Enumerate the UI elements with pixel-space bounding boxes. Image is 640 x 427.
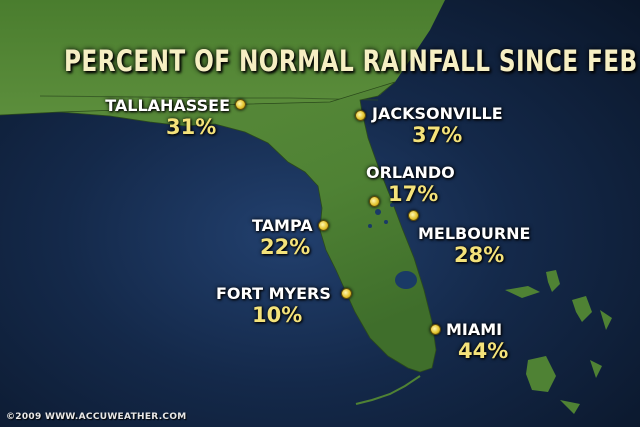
central-lake [384, 220, 388, 224]
bahamas-island [600, 310, 612, 330]
city-name: FORT MYERS [216, 284, 331, 303]
city-marker-tallahassee [235, 99, 246, 110]
bahamas-island [526, 356, 556, 392]
city-label-fort-myers: FORT MYERS 10% [216, 284, 331, 327]
map-title: PERCENT OF NORMAL RAINFALL SINCE FEB 1 [64, 44, 640, 78]
city-name: JACKSONVILLE [372, 104, 503, 123]
city-name: TAMPA [252, 216, 313, 235]
city-marker-orlando [369, 196, 380, 207]
lake-okeechobee [395, 271, 417, 289]
city-rainfall-percent: 44% [458, 339, 509, 363]
city-label-orlando: ORLANDO 17% [366, 163, 455, 206]
city-name: ORLANDO [366, 163, 455, 182]
city-rainfall-percent: 17% [388, 182, 439, 206]
city-label-tallahassee: TALLAHASSEE 31% [100, 96, 230, 139]
city-rainfall-percent: 22% [260, 235, 311, 259]
bahamas-island [572, 296, 592, 322]
bahamas-island [590, 360, 602, 378]
city-rainfall-percent: 28% [454, 243, 505, 267]
city-name: TALLAHASSEE [105, 96, 230, 115]
city-name: MELBOURNE [418, 224, 531, 243]
city-label-tampa: TAMPA 22% [252, 216, 313, 259]
city-label-miami: MIAMI 44% [446, 320, 508, 363]
city-rainfall-percent: 31% [166, 115, 217, 139]
city-rainfall-percent: 10% [252, 303, 303, 327]
city-label-melbourne: MELBOURNE 28% [418, 224, 530, 267]
city-name: MIAMI [446, 320, 503, 339]
central-lake [368, 224, 372, 228]
florida-keys [355, 375, 421, 405]
bahamas-island [505, 286, 540, 298]
central-lake [375, 209, 381, 215]
central-lake [390, 203, 394, 207]
city-label-jacksonville: JACKSONVILLE 37% [372, 104, 503, 147]
copyright-notice: ©2009 WWW.ACCUWEATHER.COM [6, 412, 187, 422]
state-border-line [39, 95, 379, 101]
city-marker-jacksonville [355, 110, 366, 121]
florida-land [0, 81, 437, 373]
city-marker-fort-myers [341, 288, 352, 299]
bahamas-island [560, 400, 580, 414]
bahamas-island [546, 270, 560, 292]
northern-states-land [0, 0, 445, 115]
city-marker-tampa [318, 220, 329, 231]
city-marker-miami [430, 324, 441, 335]
city-rainfall-percent: 37% [412, 123, 463, 147]
city-marker-melbourne [408, 210, 419, 221]
